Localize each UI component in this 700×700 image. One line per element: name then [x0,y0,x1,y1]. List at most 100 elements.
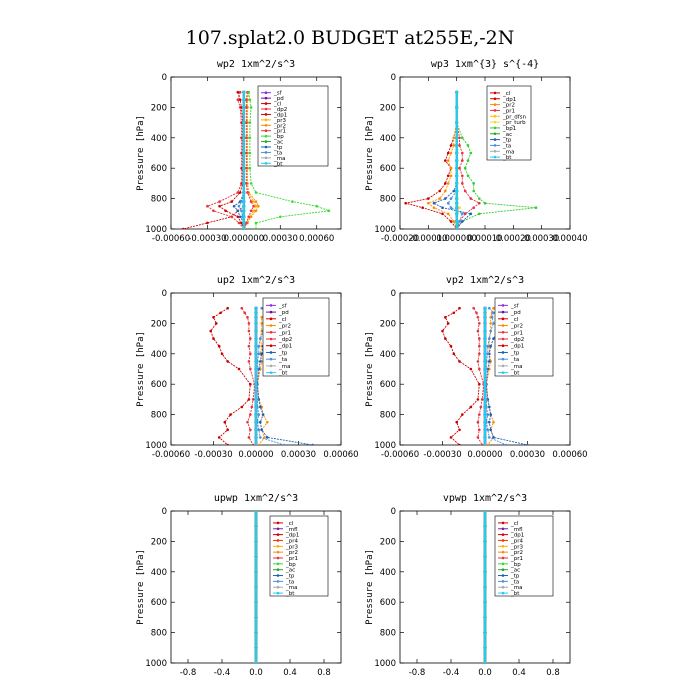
series-point-tp [488,360,491,363]
y-tick-label: 1000 [145,441,167,451]
legend-marker [269,351,273,354]
series-point-bt [254,413,258,417]
legend-entry: _tp [510,350,520,356]
series-point-tp [260,428,264,432]
legend-marker [269,330,273,334]
series-point-bt [483,600,487,604]
series-point-tp [444,197,447,200]
legend-entry: _tp [285,574,295,580]
series-point-bp1 [469,151,473,155]
y-tick-label: 0 [391,73,396,83]
series-point-ta [492,311,495,315]
series-point-dp1 [461,413,464,416]
series-point-pr1 [478,344,481,348]
series-point-ta [486,428,490,432]
y-tick-label: 0 [162,289,167,299]
series-point-bt [455,174,459,178]
series-point-tp [232,204,236,208]
series-point-pr1 [249,337,252,340]
legend-entry: _sf [510,303,520,309]
series-point-bt [242,181,246,185]
legend-marker [269,337,273,341]
legend-box [494,297,554,377]
series-point-tp [492,337,495,340]
series-point-bt [242,105,246,109]
series-point-dp1 [240,106,243,109]
y-tick-label: 200 [151,103,167,113]
x-tick-label: -0.8 [409,668,426,678]
legend-entry: _cl [273,102,282,108]
y-tick-label: 600 [151,598,167,608]
series-point-dp1 [449,220,453,223]
legend-marker [276,539,280,542]
legend-marker [264,113,268,116]
series-point-pr2 [452,220,456,223]
y-tick-label: 600 [380,598,396,608]
series-point-dp1 [226,443,229,445]
x-tick-label: 0.00030 [510,450,545,460]
legend-entry: _ta [502,143,511,149]
y-tick-label: 200 [151,319,167,329]
legend-marker [276,533,280,536]
legend-marker [276,527,280,531]
series-point-ta [259,436,262,439]
legend-entry: _pr2 [273,123,286,129]
chart-panel-3: up2 1xm^2/s^3 0 200 400 600 800 1000-0.00060 -0… [136,275,359,460]
series-point-dp1 [230,200,233,203]
series-point-bt [483,321,487,325]
legend-entry: _bt [278,371,288,377]
legend-marker [493,114,497,118]
x-tick-label: 0.8 [546,668,560,678]
series-point-pr3 [254,204,258,208]
y-tick-label: 400 [151,134,167,144]
legend-marker [264,161,268,165]
series-point-bt [483,428,487,432]
series-point-bp1 [472,182,476,185]
legend-entry: _tp [510,574,520,580]
legend-entry: _pr1 [502,108,515,114]
series-point-bp [315,204,319,208]
series-point-bt [254,631,258,635]
series-point-pr1 [476,360,480,363]
series-point-dp1 [476,398,480,401]
x-tick-label: -0.00030 [423,450,461,460]
series-point-bt [455,151,459,155]
series-point-dp1 [441,212,444,216]
series-point-dp1 [236,215,240,219]
series-point-pr1 [240,306,244,310]
series-line-cl [182,92,245,229]
legend-marker [501,539,505,542]
legend-entry: _ac [285,568,295,574]
series-point-bt [483,615,487,620]
series-point-dp1 [219,311,222,315]
legend-marker [501,364,505,368]
x-tick-label: 0.4 [512,668,526,678]
series-point-bp1 [483,201,487,205]
series-point-ta [458,220,461,223]
series-point-bp1 [478,212,481,216]
series-point-pr1 [247,329,251,333]
legend-entry: _dp2 [278,337,292,343]
legend-marker [269,304,273,307]
series-point-dp1 [226,306,229,310]
series-point-pr1 [478,413,481,416]
series-point-bp [248,136,252,140]
series-point-bt [254,352,258,356]
x-tick-label: 0.000000 [224,234,265,244]
y-tick-label: 0 [162,507,167,517]
series-point-dp1 [218,204,221,208]
series-point-ta [488,306,491,310]
series-point-ta [488,436,491,439]
legend-marker [501,324,505,327]
y-tick-label: 400 [151,568,167,578]
series-point-dp1 [240,221,243,225]
series-point-ta [486,344,490,348]
legend-entry: _cl [510,521,519,527]
series-point-pr1 [472,206,476,209]
legend-entry: _dp1 [273,112,287,118]
series-point-bt [455,136,459,140]
legend-marker [264,145,268,149]
series-point-bt [455,143,459,147]
series-point-ta [237,204,241,208]
